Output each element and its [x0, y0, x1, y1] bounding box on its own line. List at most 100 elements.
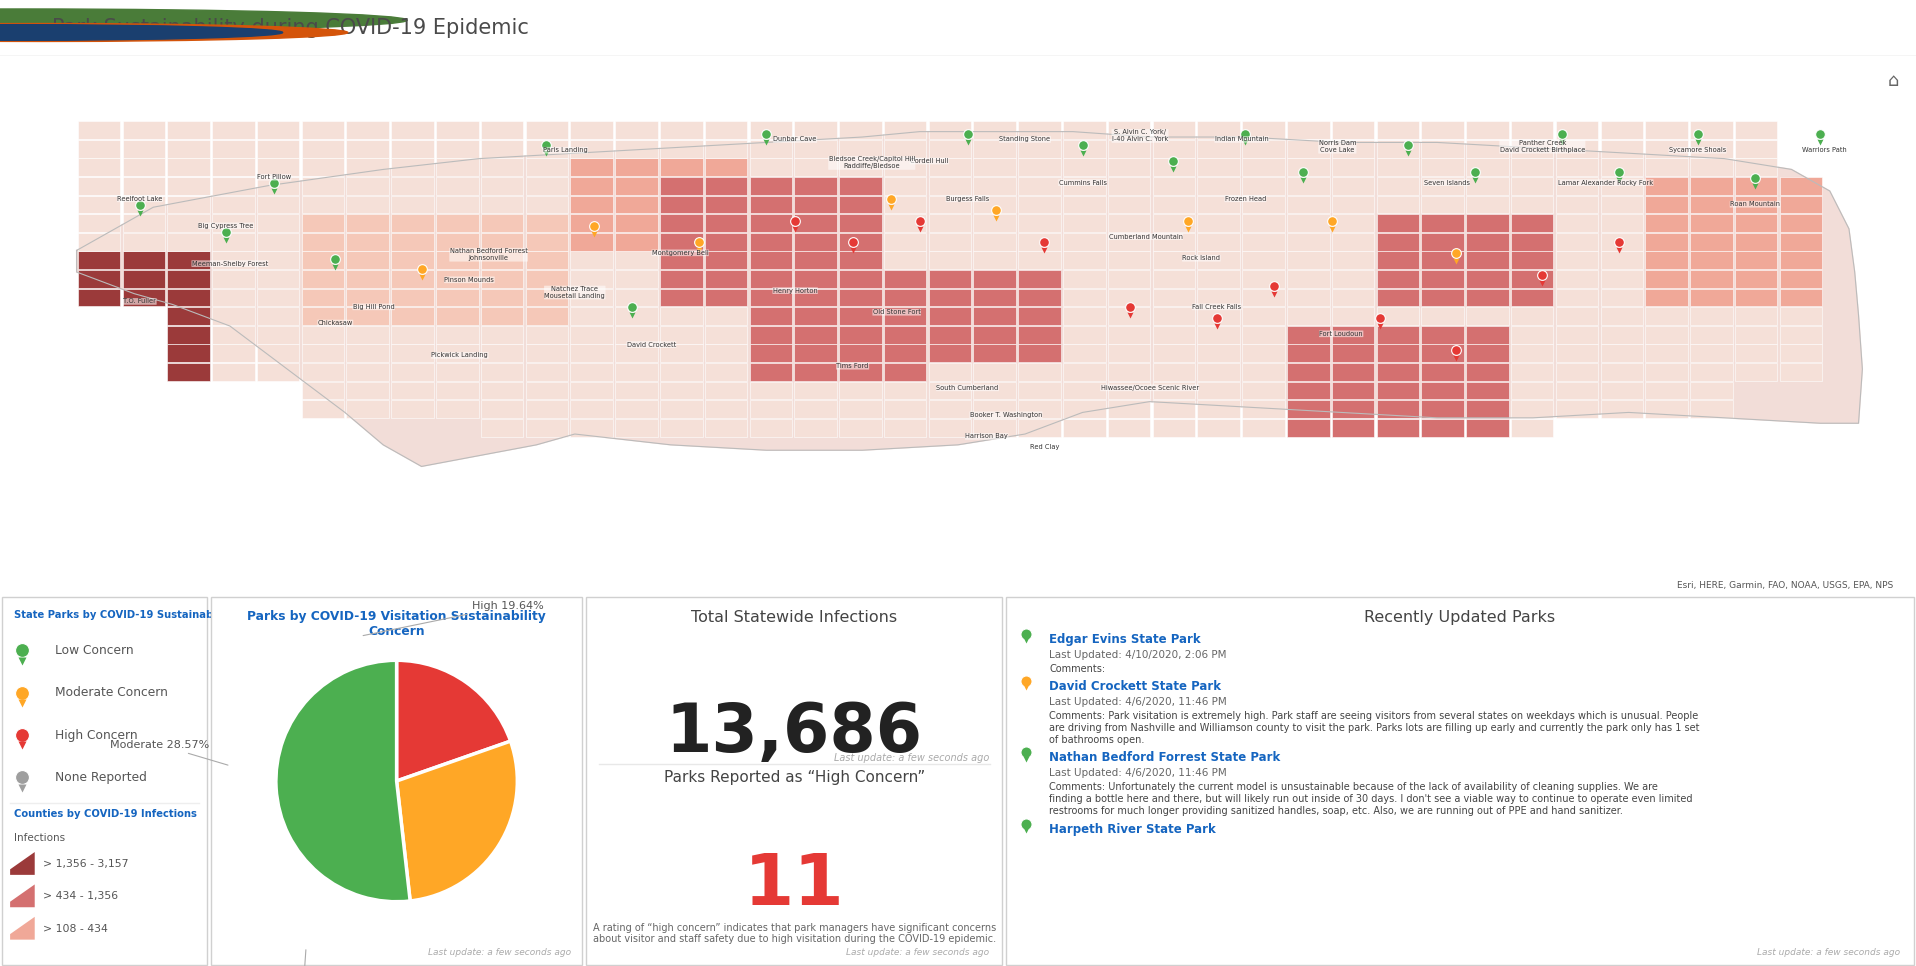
Bar: [257, 326, 299, 344]
Bar: [123, 196, 165, 213]
Bar: [167, 251, 211, 270]
Bar: [437, 214, 479, 232]
Bar: [1734, 196, 1778, 213]
Bar: [795, 177, 837, 195]
Bar: [301, 382, 345, 399]
Polygon shape: [10, 852, 34, 875]
Bar: [1017, 289, 1061, 306]
Bar: [1512, 307, 1554, 325]
Bar: [1646, 251, 1688, 270]
Bar: [1063, 289, 1106, 306]
Bar: [1242, 251, 1286, 270]
Bar: [705, 122, 747, 139]
Bar: [525, 122, 569, 139]
Text: of bathrooms open.: of bathrooms open.: [1050, 735, 1146, 745]
Bar: [391, 177, 433, 195]
Polygon shape: [10, 917, 34, 940]
Bar: [1017, 251, 1061, 270]
Bar: [1734, 326, 1778, 344]
Bar: [123, 122, 165, 139]
Bar: [659, 177, 703, 195]
Text: Dunbar Cave: Dunbar Cave: [774, 136, 816, 142]
Bar: [123, 214, 165, 232]
Bar: [1646, 122, 1688, 139]
Bar: [1466, 400, 1508, 418]
Bar: [1600, 214, 1644, 232]
Text: Last update: a few seconds ago: Last update: a few seconds ago: [833, 753, 989, 763]
Bar: [1512, 345, 1554, 362]
Bar: [839, 363, 881, 381]
Bar: [749, 122, 791, 139]
Bar: [615, 214, 657, 232]
Bar: [525, 345, 569, 362]
Bar: [1017, 270, 1061, 288]
Text: Standing Stone: Standing Stone: [1000, 136, 1050, 142]
Bar: [481, 419, 523, 437]
Bar: [929, 177, 971, 195]
Bar: [1198, 345, 1240, 362]
Bar: [391, 158, 433, 176]
Bar: [481, 289, 523, 306]
Bar: [301, 345, 345, 362]
Bar: [167, 270, 211, 288]
Bar: [1153, 419, 1196, 437]
Bar: [1512, 196, 1554, 213]
Text: Fort Loudoun: Fort Loudoun: [1320, 330, 1362, 337]
Bar: [1288, 326, 1330, 344]
Text: Harrison Bay: Harrison Bay: [966, 434, 1008, 440]
Bar: [615, 345, 657, 362]
Bar: [705, 196, 747, 213]
Bar: [391, 251, 433, 270]
Bar: [257, 289, 299, 306]
Text: Fort Pillow: Fort Pillow: [257, 174, 291, 181]
Bar: [1512, 270, 1554, 288]
Bar: [257, 307, 299, 325]
Bar: [1017, 400, 1061, 418]
Bar: [1332, 158, 1374, 176]
Bar: [347, 400, 389, 418]
Bar: [1600, 251, 1644, 270]
Bar: [705, 326, 747, 344]
Bar: [659, 196, 703, 213]
Bar: [1690, 214, 1732, 232]
Bar: [883, 233, 927, 250]
Bar: [347, 382, 389, 399]
Text: Henry Horton: Henry Horton: [772, 288, 818, 294]
Bar: [659, 363, 703, 381]
Text: Esri, HERE, Garmin, FAO, NOAA, USGS, EPA, NPS: Esri, HERE, Garmin, FAO, NOAA, USGS, EPA…: [1676, 581, 1893, 589]
Text: S. Alvin C. York/
I-40 Alvin C. York: S. Alvin C. York/ I-40 Alvin C. York: [1111, 129, 1169, 142]
Bar: [1512, 400, 1554, 418]
Bar: [481, 345, 523, 362]
Bar: [571, 158, 613, 176]
Bar: [1017, 196, 1061, 213]
Bar: [1198, 122, 1240, 139]
Bar: [1690, 177, 1732, 195]
Bar: [883, 270, 927, 288]
Bar: [1332, 233, 1374, 250]
Bar: [571, 345, 613, 362]
Bar: [213, 270, 255, 288]
Bar: [391, 345, 433, 362]
Bar: [571, 326, 613, 344]
Bar: [1288, 233, 1330, 250]
Bar: [1734, 307, 1778, 325]
Bar: [257, 122, 299, 139]
Polygon shape: [10, 885, 34, 907]
Bar: [167, 158, 211, 176]
Bar: [749, 419, 791, 437]
Text: Warriors Path: Warriors Path: [1801, 147, 1847, 154]
Text: are driving from Nashville and Williamson county to visit the park. Parks lots a: are driving from Nashville and Williamso…: [1050, 723, 1699, 733]
Bar: [1466, 140, 1508, 157]
Bar: [1376, 122, 1420, 139]
Bar: [795, 196, 837, 213]
Bar: [571, 214, 613, 232]
Bar: [705, 270, 747, 288]
Bar: [1376, 400, 1420, 418]
Bar: [749, 140, 791, 157]
Bar: [1198, 326, 1240, 344]
Text: Montgomery Bell: Montgomery Bell: [651, 250, 709, 256]
Bar: [795, 158, 837, 176]
Bar: [883, 158, 927, 176]
Bar: [347, 122, 389, 139]
Bar: [1466, 419, 1508, 437]
